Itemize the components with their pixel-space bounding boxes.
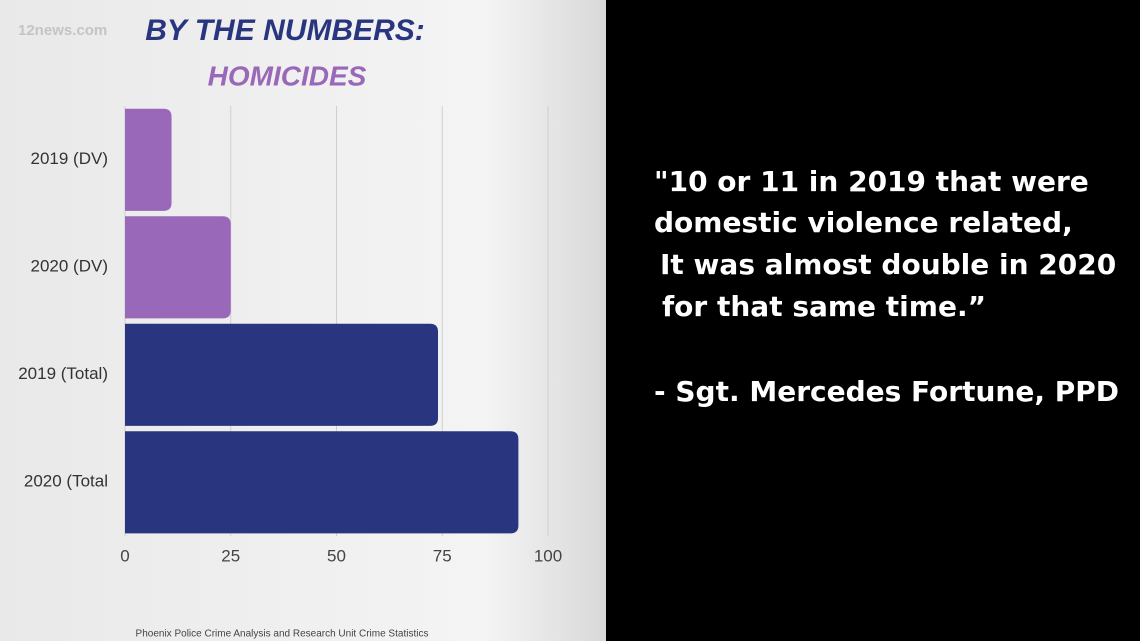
bar [125, 216, 231, 319]
source: Phoenix Police Crime Analysis and Resear… [136, 629, 429, 640]
x-tick-label: 100 [534, 546, 562, 565]
watermark: 12news.com [18, 22, 107, 39]
quote-line: It was almost double in 2020 [660, 248, 1116, 281]
attribution: - Sgt. Mercedes Fortune, PPD [654, 375, 1119, 408]
y-tick-label: 2019 (DV) [31, 149, 108, 168]
quote-line: "10 or 11 in 2019 that were [654, 165, 1089, 198]
quote-line: for that same time.” [662, 290, 986, 323]
x-tick-label: 0 [120, 546, 129, 565]
plot: 0 25 50 75 100 2019 (DV) 2020 (DV) 2019 (Total)… [18, 106, 562, 565]
x-tick-label: 25 [221, 546, 240, 565]
chart-subtitle: HOMICIDES [208, 60, 367, 91]
chart-panel [0, 0, 606, 641]
quote-line: domestic violence related, [654, 206, 1073, 239]
x-tick-label: 75 [433, 546, 452, 565]
y-tick-label: 2020 (Total [24, 472, 108, 491]
y-tick-label: 2020 (DV) [31, 257, 108, 276]
bar [125, 431, 519, 534]
y-tick-label: 2019 (Total) [18, 364, 108, 383]
x-tick-label: 50 [327, 546, 346, 565]
chart-title: BY THE NUMBERS: [145, 14, 424, 47]
bar [125, 108, 172, 211]
bar [125, 323, 439, 426]
